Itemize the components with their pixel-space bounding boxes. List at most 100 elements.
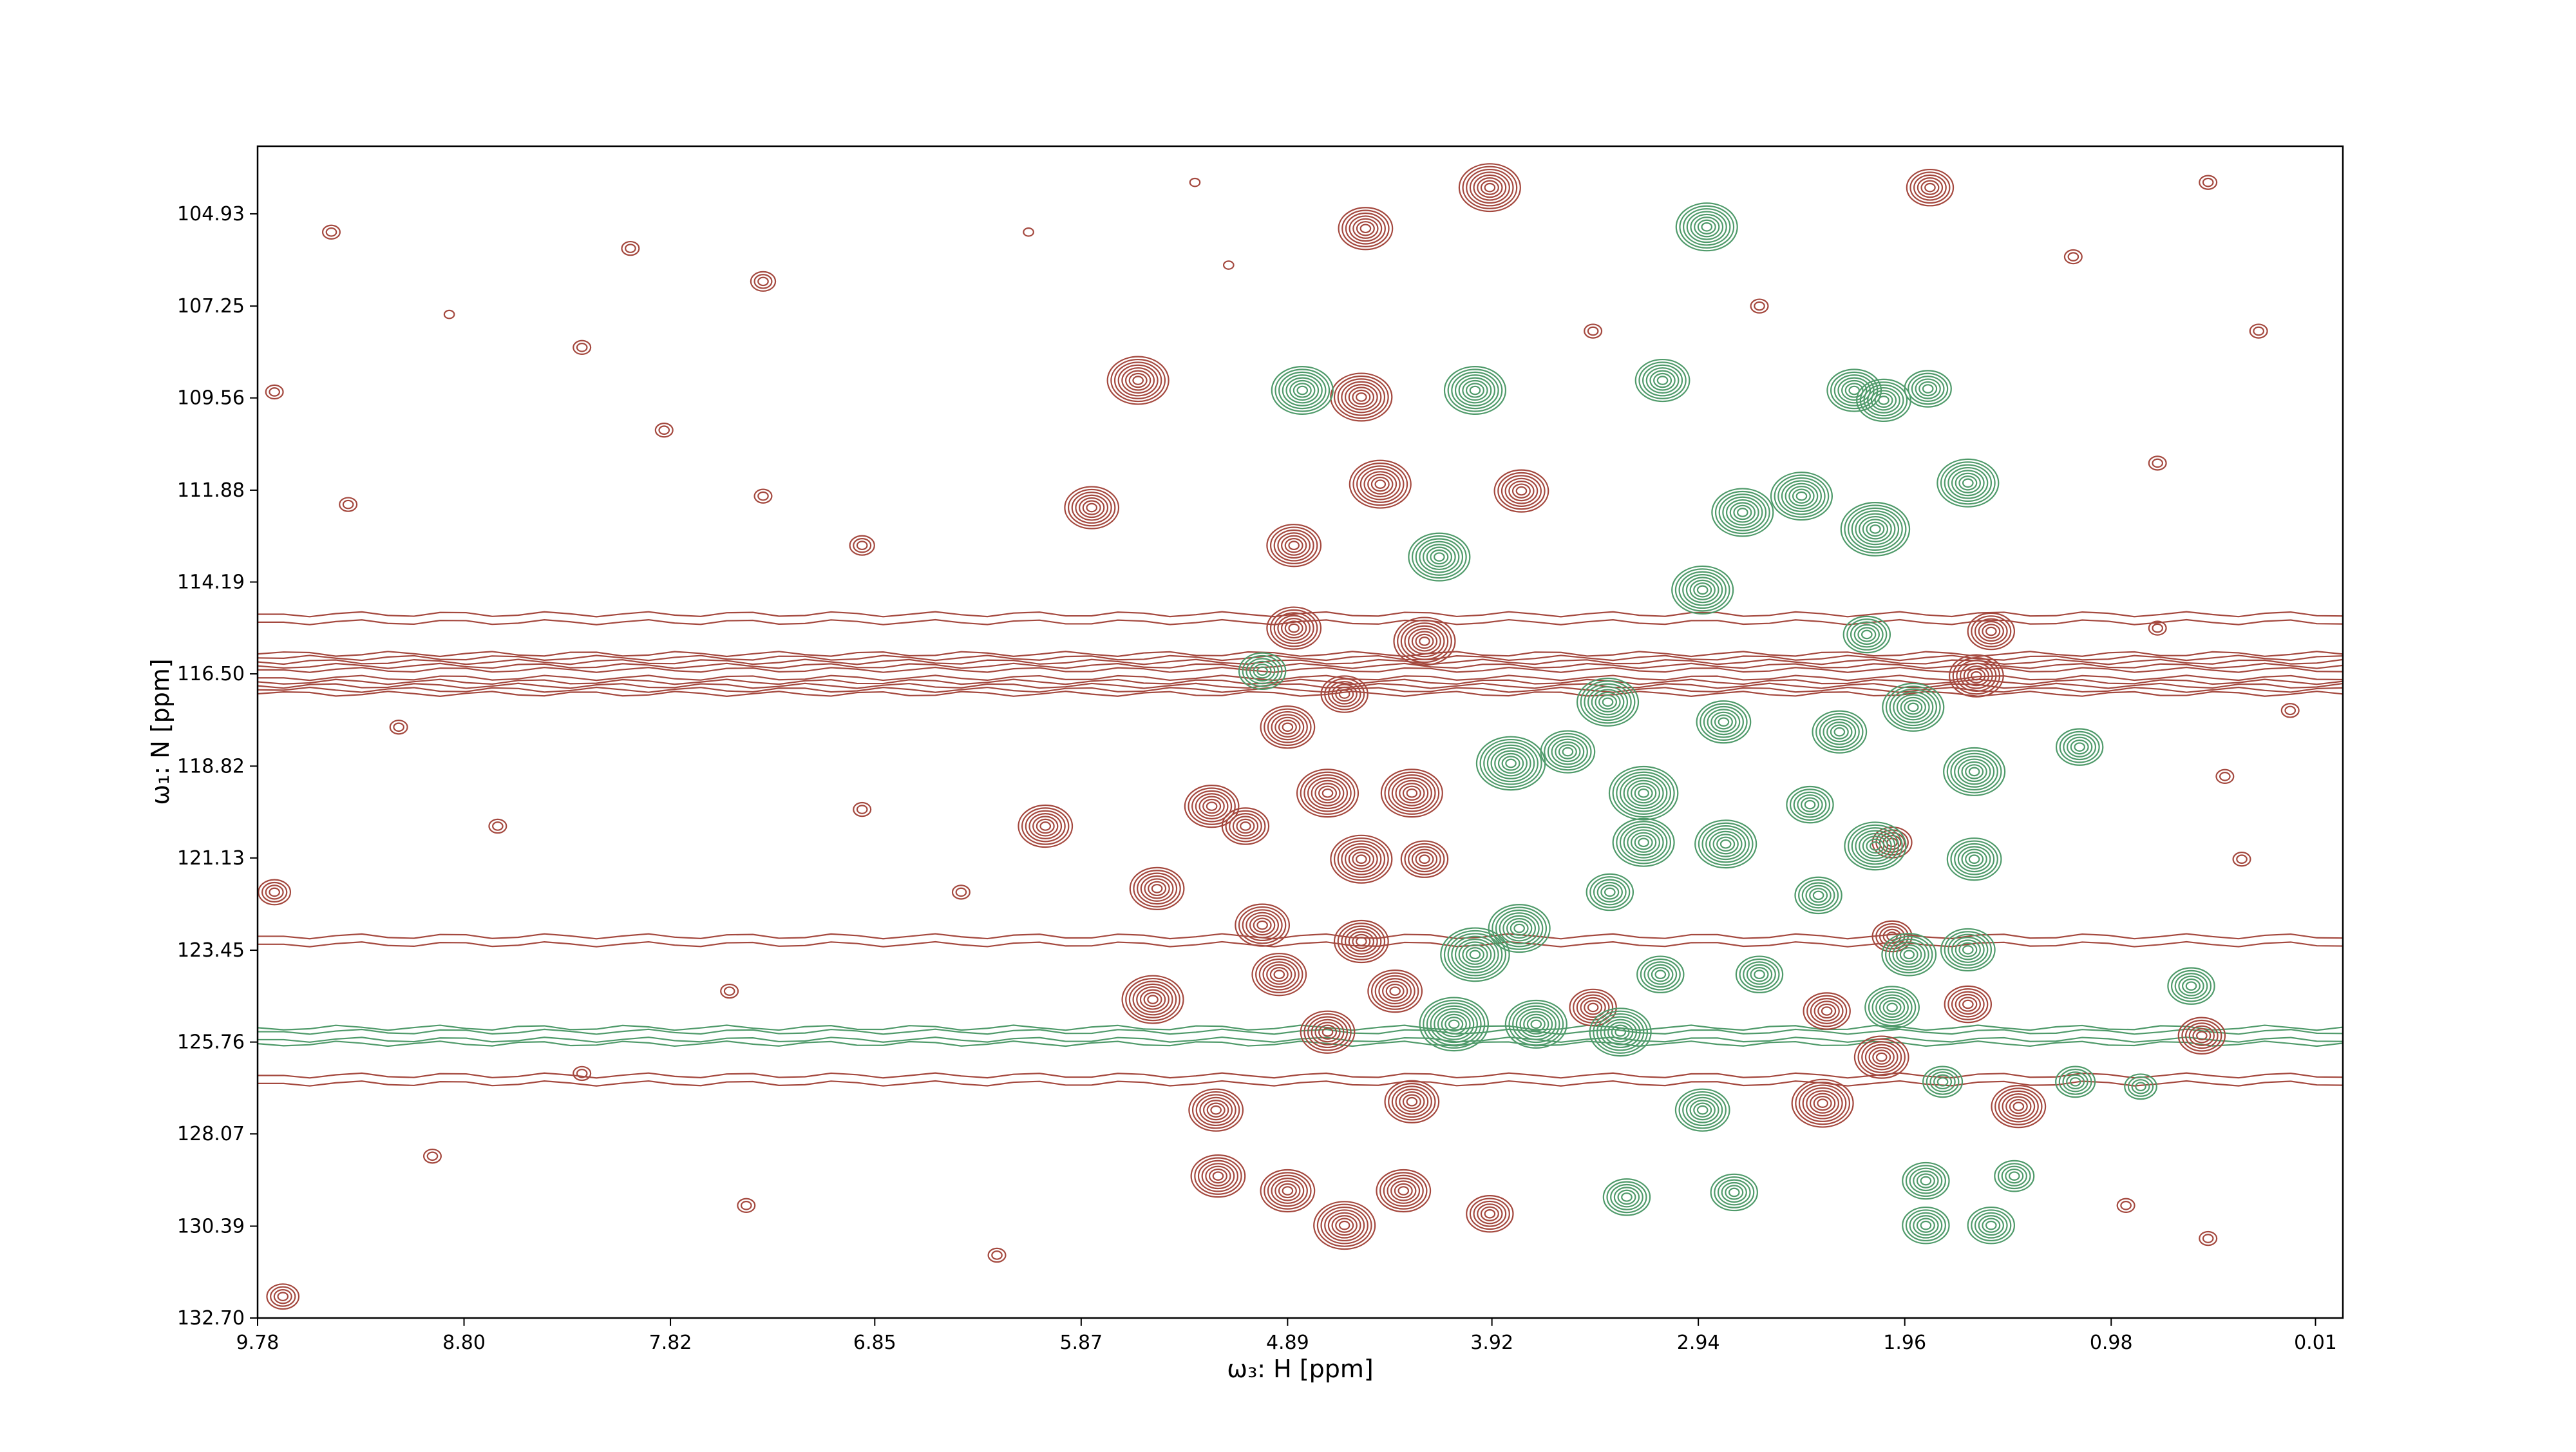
peak-contour [1866, 521, 1885, 537]
peak-contour [1296, 385, 1309, 396]
peak-contour [1458, 377, 1492, 404]
peak-contour [1515, 1008, 1557, 1040]
peak-contour [1383, 1174, 1424, 1207]
peak-contour [1402, 1094, 1421, 1109]
peak-contour [1814, 1000, 1840, 1022]
peak-contour [2116, 1198, 2136, 1213]
peak-contour [1479, 738, 1542, 788]
peak-contour [1137, 872, 1178, 905]
peak-contour [1896, 944, 1922, 965]
peak-contour [1277, 615, 1311, 642]
peak-contour [1282, 374, 1323, 406]
ridge-contour [258, 691, 2343, 698]
peak-contour [1746, 964, 1773, 985]
peak-contour [1967, 1206, 2016, 1245]
peak-contour [1634, 358, 1690, 403]
x-tick-label: 1.96 [1883, 1332, 1926, 1354]
x-tick-label: 0.98 [2090, 1332, 2133, 1354]
peak-contour [1718, 717, 1730, 727]
peak-contour [2196, 1031, 2208, 1041]
peak-contour [1846, 618, 1888, 651]
peak-contour [1341, 381, 1382, 414]
peak-contour [1875, 994, 1909, 1021]
peak-contour [1874, 392, 1893, 408]
peak-contour [1147, 995, 1159, 1004]
peak-contour [1260, 1169, 1316, 1213]
peak-contour [1716, 836, 1736, 852]
peak-contour [757, 276, 769, 287]
peak-contour [2181, 978, 2201, 994]
peak-contour [1630, 783, 1657, 804]
peak-contour [2009, 1098, 2028, 1114]
peak-contour [1802, 1087, 1843, 1120]
peak-contour [1311, 1018, 1345, 1046]
peak-contour [1789, 788, 1831, 821]
peak-contour [1600, 1016, 1641, 1049]
peak-contour [2067, 252, 2079, 262]
peak-contour [1465, 383, 1484, 398]
peak-contour [1861, 1041, 1902, 1073]
peak-contour [1293, 383, 1312, 398]
peak-contour [1864, 986, 1920, 1029]
peak-contour [1985, 1220, 1997, 1230]
peak-contour [1282, 722, 1294, 732]
peak-contour [1656, 376, 1669, 385]
peak-contour [1282, 1186, 1294, 1196]
peak-contour [1447, 933, 1503, 977]
peak-contour [1349, 215, 1383, 242]
peak-contour [1868, 1047, 1895, 1068]
peak-contour [1125, 977, 1180, 1022]
peak-contour [2127, 1076, 2154, 1097]
peak-contour [1963, 665, 1990, 687]
peak-contour [1750, 298, 1769, 314]
peak-contour [1957, 758, 1991, 785]
peak-contour [1480, 180, 1499, 195]
peak-contour [1922, 384, 1934, 394]
peak-contour [856, 540, 868, 550]
peak-contour [1903, 950, 1915, 960]
ridge-contour [258, 1080, 2343, 1087]
peak-contour [2170, 970, 2212, 1002]
peak-contour [1584, 323, 1603, 339]
peak-contour [1703, 705, 1744, 738]
peak-contour [1136, 986, 1170, 1013]
peak-contour [1615, 1027, 1626, 1037]
peak-contour [1490, 747, 1531, 779]
peak-contour [2202, 1234, 2214, 1243]
peak-contour [1426, 1002, 1482, 1046]
peak-contour [1817, 1098, 1828, 1108]
peak-contour [1792, 488, 1811, 504]
peak-contour [1497, 752, 1524, 774]
peak-contour [1960, 662, 1993, 689]
peak-contour [1266, 606, 1322, 650]
plot-frame [256, 145, 2344, 1319]
peak-contour [1415, 633, 1434, 649]
peak-contour [1739, 958, 1780, 991]
peak-contour [1352, 852, 1371, 867]
peak-contour [2232, 852, 2251, 867]
peak-contour [951, 884, 971, 900]
peak-contour [1682, 574, 1723, 606]
peak-contour [1289, 379, 1316, 401]
peak-contour [1419, 854, 1430, 864]
peak-contour [856, 805, 868, 814]
peak-contour [1469, 171, 1510, 204]
peak-contour [654, 423, 674, 438]
peak-contour [1202, 798, 1222, 814]
peak-contour [1937, 458, 2000, 508]
peak-contour [1430, 549, 1449, 565]
peak-contour [1806, 1090, 1840, 1117]
x-tick-label: 3.92 [1470, 1332, 1513, 1354]
peak-contour [1602, 1178, 1651, 1216]
peak-contour [1269, 967, 1289, 982]
peak-contour [1508, 1002, 1564, 1046]
peak-contour [1404, 625, 1445, 658]
peak-contour [1968, 767, 1980, 777]
peak-contour [1804, 799, 1816, 810]
peak-contour [339, 497, 358, 512]
peak-contour [1800, 797, 1820, 812]
peak-contour [1466, 1195, 1514, 1233]
peak-contour [1280, 618, 1307, 639]
peak-contour [1242, 909, 1283, 942]
peak-contour [1400, 840, 1449, 878]
